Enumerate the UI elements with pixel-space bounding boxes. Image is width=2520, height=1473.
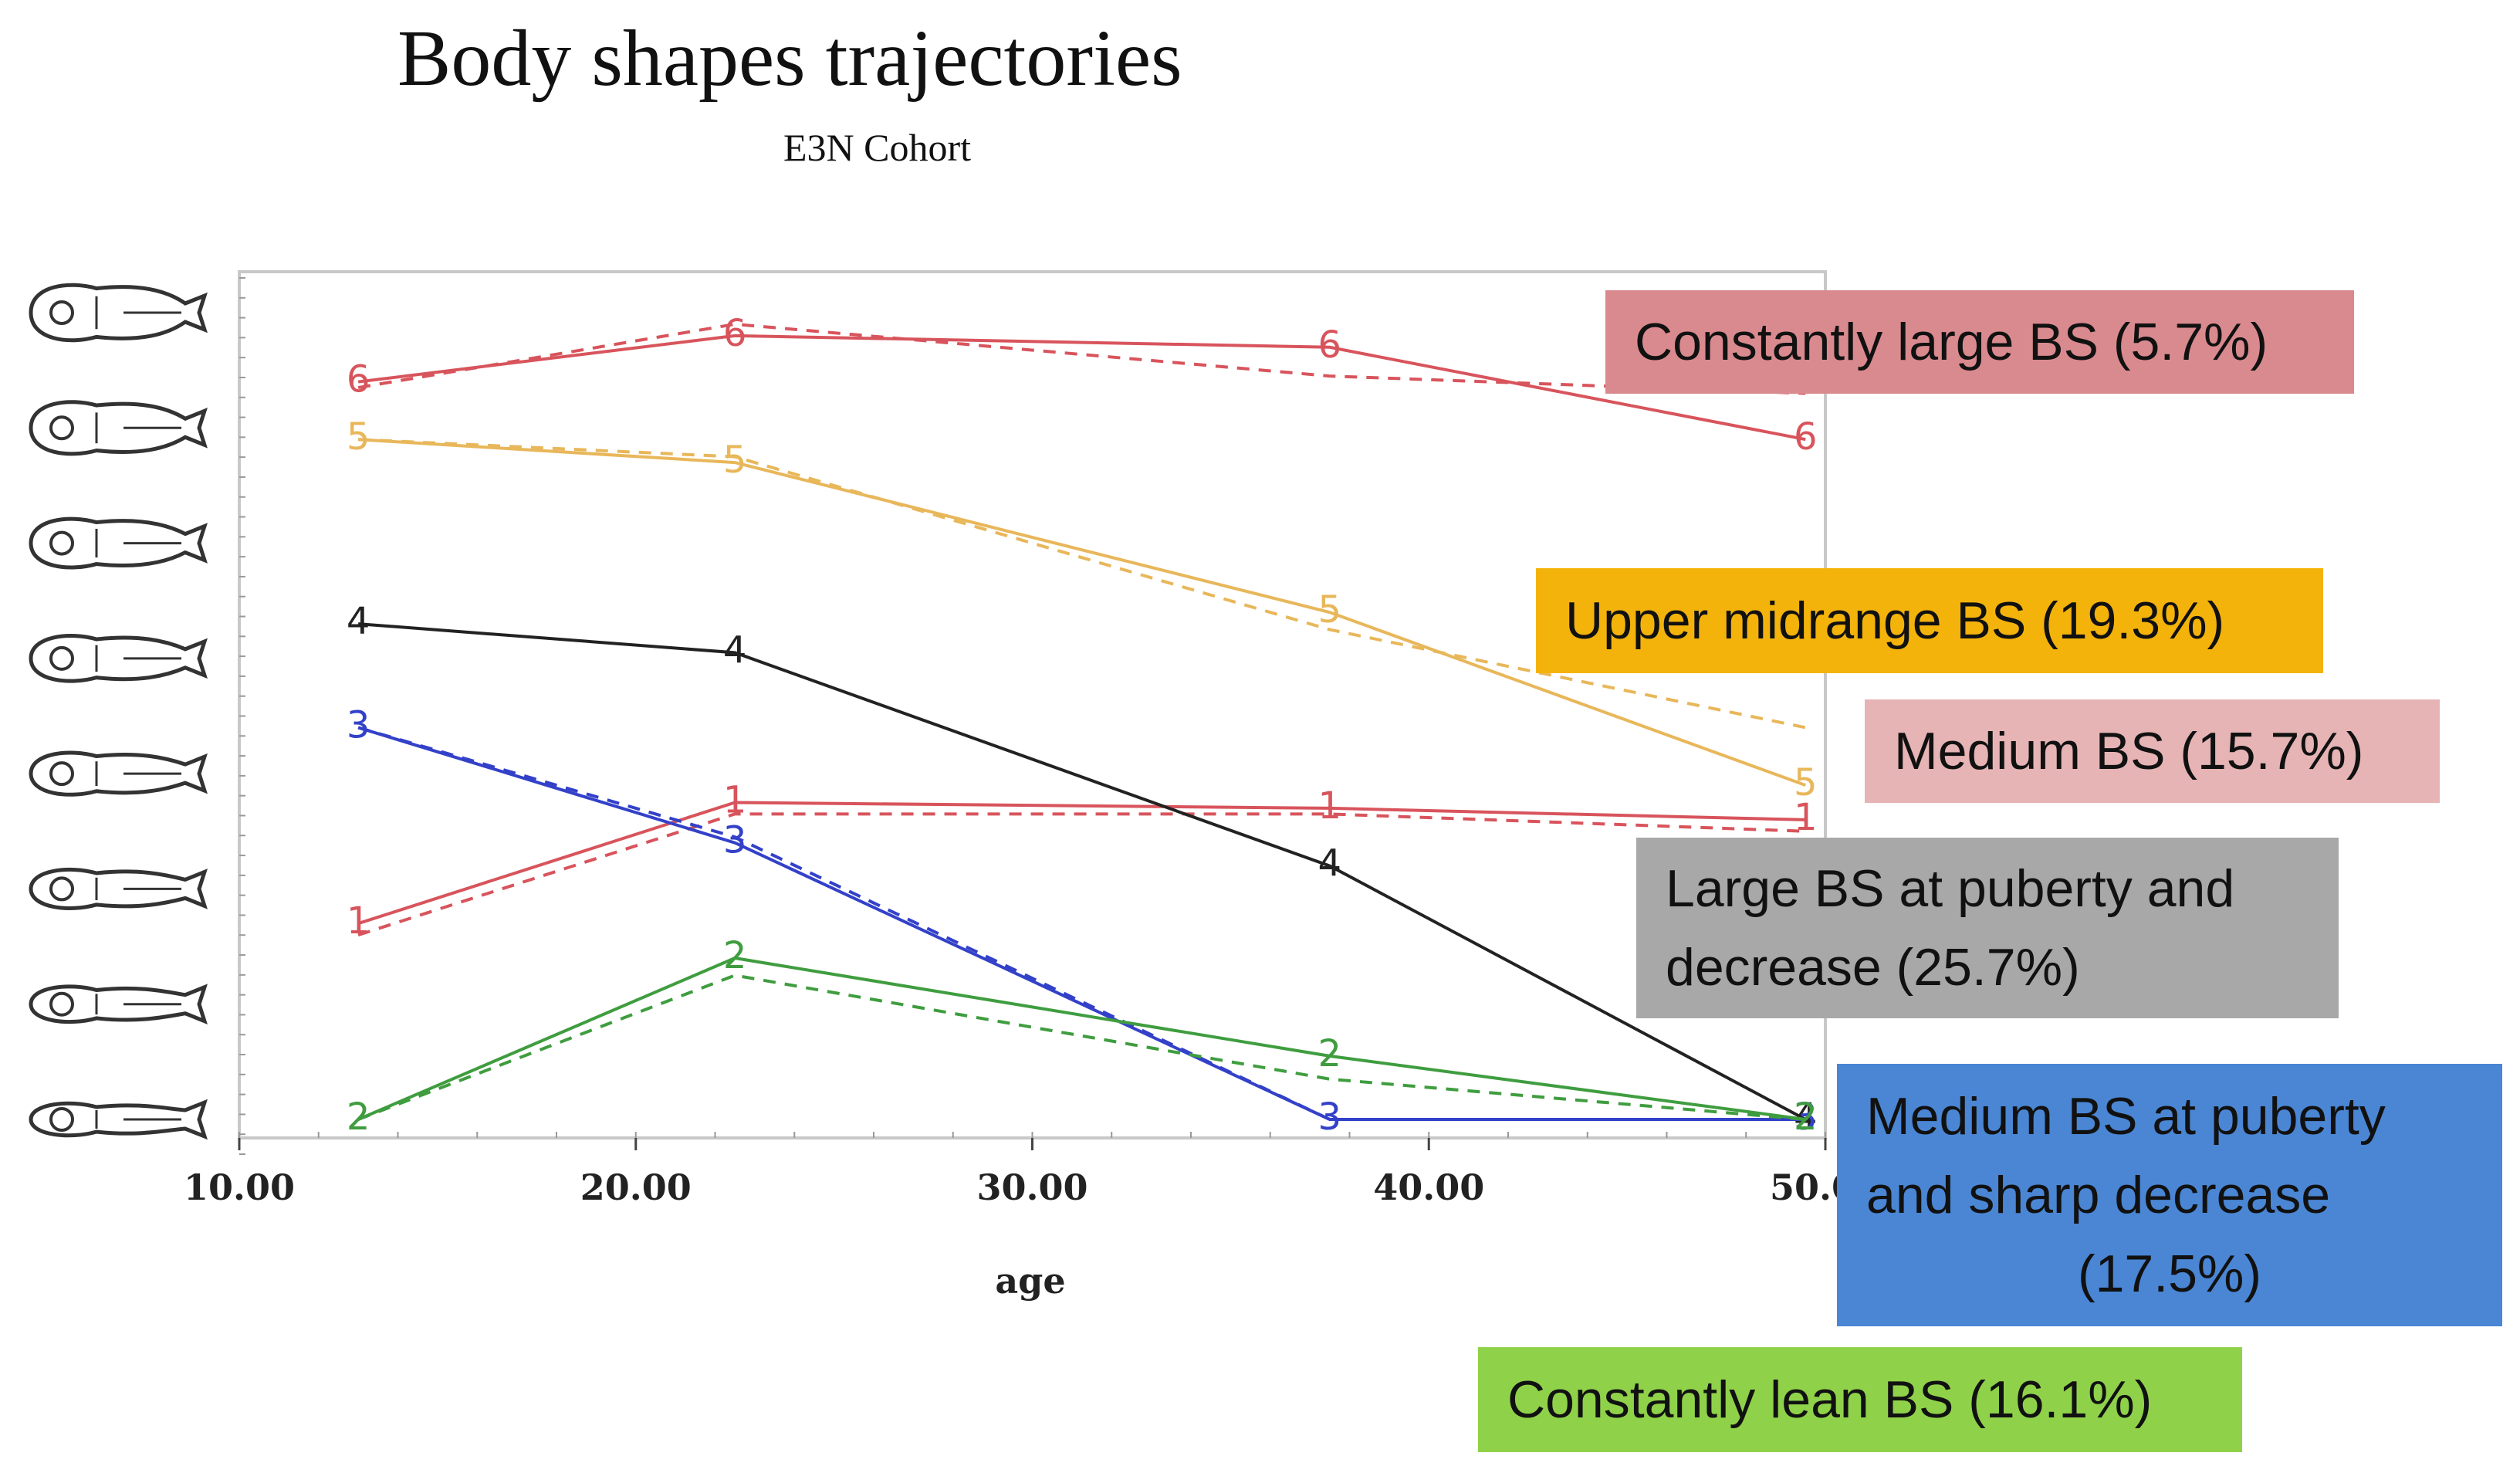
legend-line: Constantly large BS (5.7%) (1635, 313, 2268, 371)
series-estimated-line (357, 322, 1806, 395)
x-axis-label: age (995, 1260, 1065, 1302)
silhouette-head (49, 645, 74, 671)
legend-line: (17.5%) (2077, 1244, 2262, 1303)
series-observed-line (357, 334, 1806, 442)
series-point-marker: 6 (347, 358, 370, 401)
silhouette-outline (29, 1099, 208, 1140)
series-point-marker: 3 (1318, 1095, 1342, 1139)
x-tick-label: 40.00 (1373, 1167, 1484, 1208)
chart-subtitle: E3N Cohort (783, 126, 971, 169)
legend-box-6: Constantly lean BS (16.1%) (1478, 1347, 2242, 1452)
silhouette-outline (29, 516, 208, 570)
silhouette-head (49, 300, 74, 325)
series-6: 6 6 6 6 (347, 312, 1818, 459)
series-observed-line (357, 622, 1807, 1121)
legend-line: Medium BS at puberty (1866, 1087, 2386, 1146)
series-point-marker: 2 (347, 1095, 370, 1139)
silhouette-outline (29, 400, 208, 456)
series-estimated-line (357, 974, 1806, 1121)
x-tick-label: 20.00 (580, 1167, 692, 1208)
legend-line: Large BS at puberty and (1666, 859, 2235, 918)
silhouette-head (49, 530, 74, 556)
series-point-marker: 4 (723, 628, 747, 672)
plot-frame (238, 270, 1827, 1139)
series-estimated-line (357, 726, 1806, 1121)
body-silhouette-icon (29, 867, 208, 910)
series-point-marker: 1 (1794, 796, 1818, 839)
silhouette-outline (29, 867, 208, 910)
series-estimated-line (357, 812, 1806, 937)
body-silhouette-icon (29, 400, 208, 456)
series-point-marker: 4 (347, 600, 370, 643)
x-tick-label: 30.00 (976, 1167, 1087, 1208)
series-observed-line (358, 438, 1806, 787)
body-silhouette-icon (29, 750, 208, 797)
silhouette-head (49, 876, 74, 902)
silhouette-head (49, 1107, 74, 1132)
series-observed-line (357, 801, 1806, 926)
series-5: 5 5 5 5 (347, 415, 1818, 804)
legend-line: Medium BS (15.7%) (1894, 722, 2364, 781)
legend-line: and sharp decrease (1866, 1166, 2331, 1224)
series-point-marker: 1 (723, 778, 747, 821)
series-point-marker: 1 (347, 899, 370, 943)
series-3: 333 3 (347, 703, 1818, 1139)
legend-box-2: Upper midrange BS (19.3%) (1536, 568, 2323, 673)
series-point-marker: 1 (1318, 784, 1342, 828)
legend-box-5: Medium BS at puberty and sharp decrease (1… (1837, 1064, 2502, 1326)
y-axis (239, 277, 245, 1155)
legend-box-4: Large BS at puberty and decrease (25.7%) (1636, 838, 2339, 1018)
legend-box-1: Constantly large BS (5.7%) (1605, 290, 2354, 394)
body-silhouette-icon (29, 984, 208, 1025)
series-point-marker: 5 (1318, 588, 1342, 632)
body-silhouette-icon (29, 1099, 208, 1140)
silhouette-head (49, 415, 74, 441)
series-point-marker: 2 (1794, 1095, 1818, 1139)
x-tick-label: 10.00 (184, 1167, 295, 1208)
chart-title: Body shapes trajectories (397, 14, 1182, 103)
legend-line: Constantly lean BS (16.1%) (1507, 1370, 2153, 1429)
legend-line: decrease (25.7%) (1666, 938, 2080, 997)
series-point-marker: 2 (723, 934, 747, 977)
series-point-marker: 2 (1318, 1032, 1342, 1075)
body-silhouette-icon (29, 516, 208, 570)
legend-box-3: Medium BS (15.7%) (1865, 699, 2440, 803)
silhouette-head (49, 761, 74, 787)
body-silhouette-icon (29, 283, 208, 343)
series-estimated-line (358, 438, 1806, 730)
x-axis: 10.00 20.00 30.00 40.00 50.00 (184, 1132, 1881, 1208)
body-silhouette-icon (29, 634, 208, 683)
series-point-marker: 6 (1318, 323, 1342, 367)
series-point-marker: 5 (347, 415, 370, 459)
series-2: 2 2 2 2 (347, 934, 1818, 1139)
silhouette-outline (29, 984, 208, 1025)
series-observed-line (357, 726, 1806, 1121)
silhouette-outline (29, 634, 208, 683)
silhouette-outline (29, 283, 208, 343)
silhouette-outline (29, 750, 208, 797)
series-point-marker: 4 (1318, 842, 1342, 885)
series-observed-line (357, 956, 1806, 1121)
y-axis-body-icons (29, 283, 208, 1140)
series-point-marker: 3 (347, 703, 370, 747)
series-1: 1 1 1 1 (347, 778, 1818, 943)
series-point-marker: 6 (1794, 415, 1818, 459)
series-point-marker: 6 (723, 312, 747, 355)
series-point-marker: 3 (723, 819, 747, 862)
series-point-marker: 5 (1794, 761, 1818, 804)
legend-line: Upper midrange BS (19.3%) (1565, 591, 2225, 650)
silhouette-head (49, 991, 74, 1017)
series-point-marker: 5 (723, 439, 747, 482)
